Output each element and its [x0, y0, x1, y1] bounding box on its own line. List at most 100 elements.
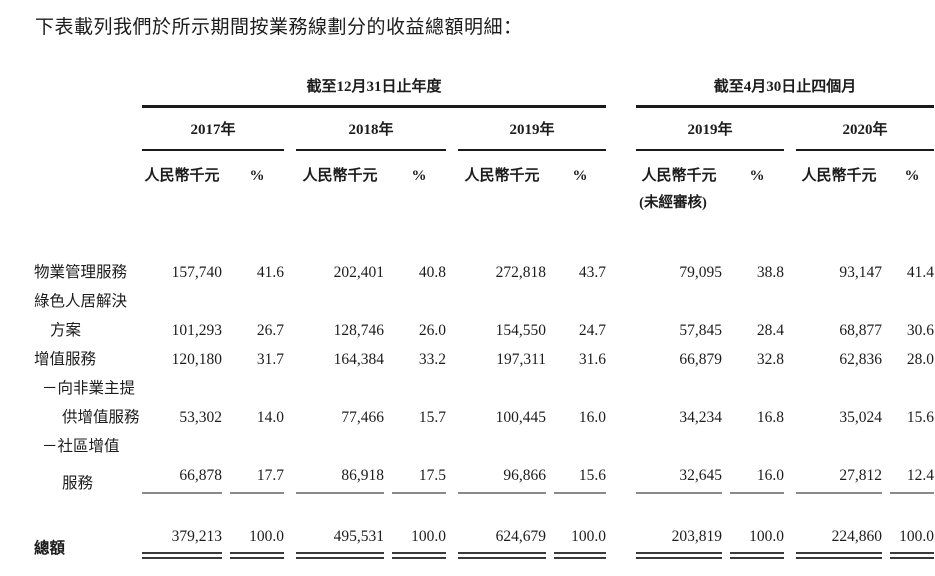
total-value-cell: 624,679: [458, 526, 546, 559]
pct-cell: 12.4: [890, 465, 935, 494]
total-pct-cell: 100.0: [890, 526, 935, 559]
empty-cell: [130, 374, 934, 403]
row-label: 綠色人居解決: [34, 293, 128, 310]
total-value-cell: 495,531: [296, 526, 384, 559]
table-row-community-vas-wrap: －社區增值: [28, 432, 934, 461]
table-row-green-living-solutions: 方案 101,293 26.7 128,746 26.0 154,550 24.…: [28, 316, 934, 345]
unaudited-note: (未經審核): [639, 195, 707, 211]
group-gap: [606, 108, 624, 151]
value-cell: 128,746: [333, 322, 384, 339]
table-row-vas-nonowners-wrap: －向非業主提: [28, 374, 934, 403]
value-cell: 86,918: [296, 465, 384, 494]
group-header-four-months-apr30: 截至4月30日止四個月: [636, 75, 935, 108]
empty-cell: [28, 151, 130, 185]
empty-cell: [28, 108, 130, 151]
pct-cell: 26.7: [256, 322, 284, 339]
pct-cell: 30.6: [906, 322, 935, 339]
pct-header: %: [904, 168, 920, 184]
pct-cell: 17.7: [230, 465, 284, 494]
pct-cell: 24.7: [578, 322, 607, 339]
table-row-value-added-services: 增值服務 120,180 31.7 164,384 33.2 197,311 3…: [28, 345, 934, 374]
empty-cell: [28, 61, 130, 108]
unit-header: 人民幣千元: [641, 168, 717, 184]
pct-cell: 15.7: [418, 409, 446, 426]
pct-header: %: [749, 168, 765, 184]
empty-cell: [28, 185, 624, 212]
pct-cell: 16.0: [730, 465, 785, 494]
year-header-2019: 2019年: [458, 118, 607, 151]
total-value-cell: 224,860: [796, 526, 883, 559]
value-cell: 197,311: [496, 351, 546, 368]
pct-cell: 33.2: [418, 351, 446, 368]
row-label: 方案: [50, 322, 82, 339]
pct-cell: 16.8: [756, 409, 785, 426]
value-cell: 154,550: [495, 322, 546, 339]
period-group-header-row: 截至12月31日止年度 截至4月30日止四個月: [28, 61, 935, 108]
total-pct-cell: 100.0: [730, 526, 785, 559]
value-cell: 157,740: [171, 264, 222, 281]
pct-cell: 15.6: [554, 465, 607, 494]
group-gap: [606, 151, 624, 185]
spacer-row: [28, 212, 934, 258]
pct-cell: 31.7: [256, 351, 284, 368]
table-row-community-vas: 服務 66,878 17.7 86,918 17.5 96,866 15.6 3…: [28, 461, 935, 498]
group-gap: [606, 61, 624, 108]
unit-header: 人民幣千元: [801, 168, 877, 184]
unit-header: 人民幣千元: [464, 168, 540, 184]
revenue-by-business-line-table: 截至12月31日止年度 截至4月30日止四個月 2017年 2018年 2019…: [28, 61, 935, 563]
pct-cell: 31.6: [578, 351, 607, 368]
total-value-cell: 203,819: [636, 526, 723, 559]
pct-cell: 41.4: [906, 264, 935, 281]
pct-cell: 38.8: [756, 264, 785, 281]
row-label: 服務: [62, 475, 94, 492]
empty-cell: [130, 432, 934, 461]
pct-cell: 14.0: [256, 409, 284, 426]
table-row-vas-nonowners: 供增值服務 53,302 14.0 77,466 15.7 100,445 16…: [28, 403, 934, 432]
row-label: 供增值服務: [62, 409, 140, 426]
pct-cell: 41.6: [256, 264, 284, 281]
value-cell: 62,836: [839, 351, 883, 368]
empty-cell: [130, 287, 934, 316]
value-cell: 272,818: [495, 264, 546, 281]
row-label: －社區增值: [42, 438, 120, 455]
pct-cell: 26.0: [418, 322, 446, 339]
row-label: 增值服務: [34, 351, 97, 368]
value-cell: 164,384: [333, 351, 384, 368]
group-gap: [606, 498, 624, 563]
value-cell: 34,234: [679, 409, 723, 426]
group-gap: [606, 316, 624, 345]
year-header-2017: 2017年: [142, 118, 284, 151]
pct-cell: 32.8: [756, 351, 785, 368]
total-value-cell: 379,213: [142, 526, 222, 559]
pct-header: %: [411, 168, 427, 184]
pct-cell: 40.8: [418, 264, 446, 281]
group-gap: [606, 461, 624, 498]
value-cell: 27,812: [796, 465, 883, 494]
total-pct-cell: 100.0: [554, 526, 607, 559]
value-cell: 79,095: [679, 264, 723, 281]
pct-cell: 15.6: [906, 409, 935, 426]
page-title: 下表載列我們於所示期間按業務線劃分的收益總額明細：: [35, 17, 523, 38]
pct-cell: 16.0: [578, 409, 607, 426]
pct-header: %: [249, 168, 265, 184]
total-pct-cell: 100.0: [392, 526, 446, 559]
pct-cell: 43.7: [578, 264, 607, 281]
row-label: －向非業主提: [42, 380, 136, 397]
value-cell: 53,302: [179, 409, 222, 426]
table-row-total: 總額 379,213 100.0 495,531 100.0 624,679 1…: [28, 498, 935, 563]
unit-header: 人民幣千元: [144, 168, 220, 184]
value-cell: 68,877: [839, 322, 883, 339]
pct-cell: 17.5: [392, 465, 446, 494]
value-cell: 57,845: [679, 322, 723, 339]
group-gap: [606, 403, 624, 432]
empty-cell: [722, 185, 934, 212]
value-cell: 202,401: [333, 264, 384, 281]
pct-header: %: [572, 168, 588, 184]
value-cell: 100,445: [495, 409, 546, 426]
year-header-row: 2017年 2018年 2019年 2019年 2020年: [28, 108, 935, 151]
value-cell: 120,180: [171, 351, 222, 368]
value-cell: 66,879: [679, 351, 723, 368]
pct-cell: 28.4: [756, 322, 785, 339]
row-label: 物業管理服務: [34, 264, 128, 281]
